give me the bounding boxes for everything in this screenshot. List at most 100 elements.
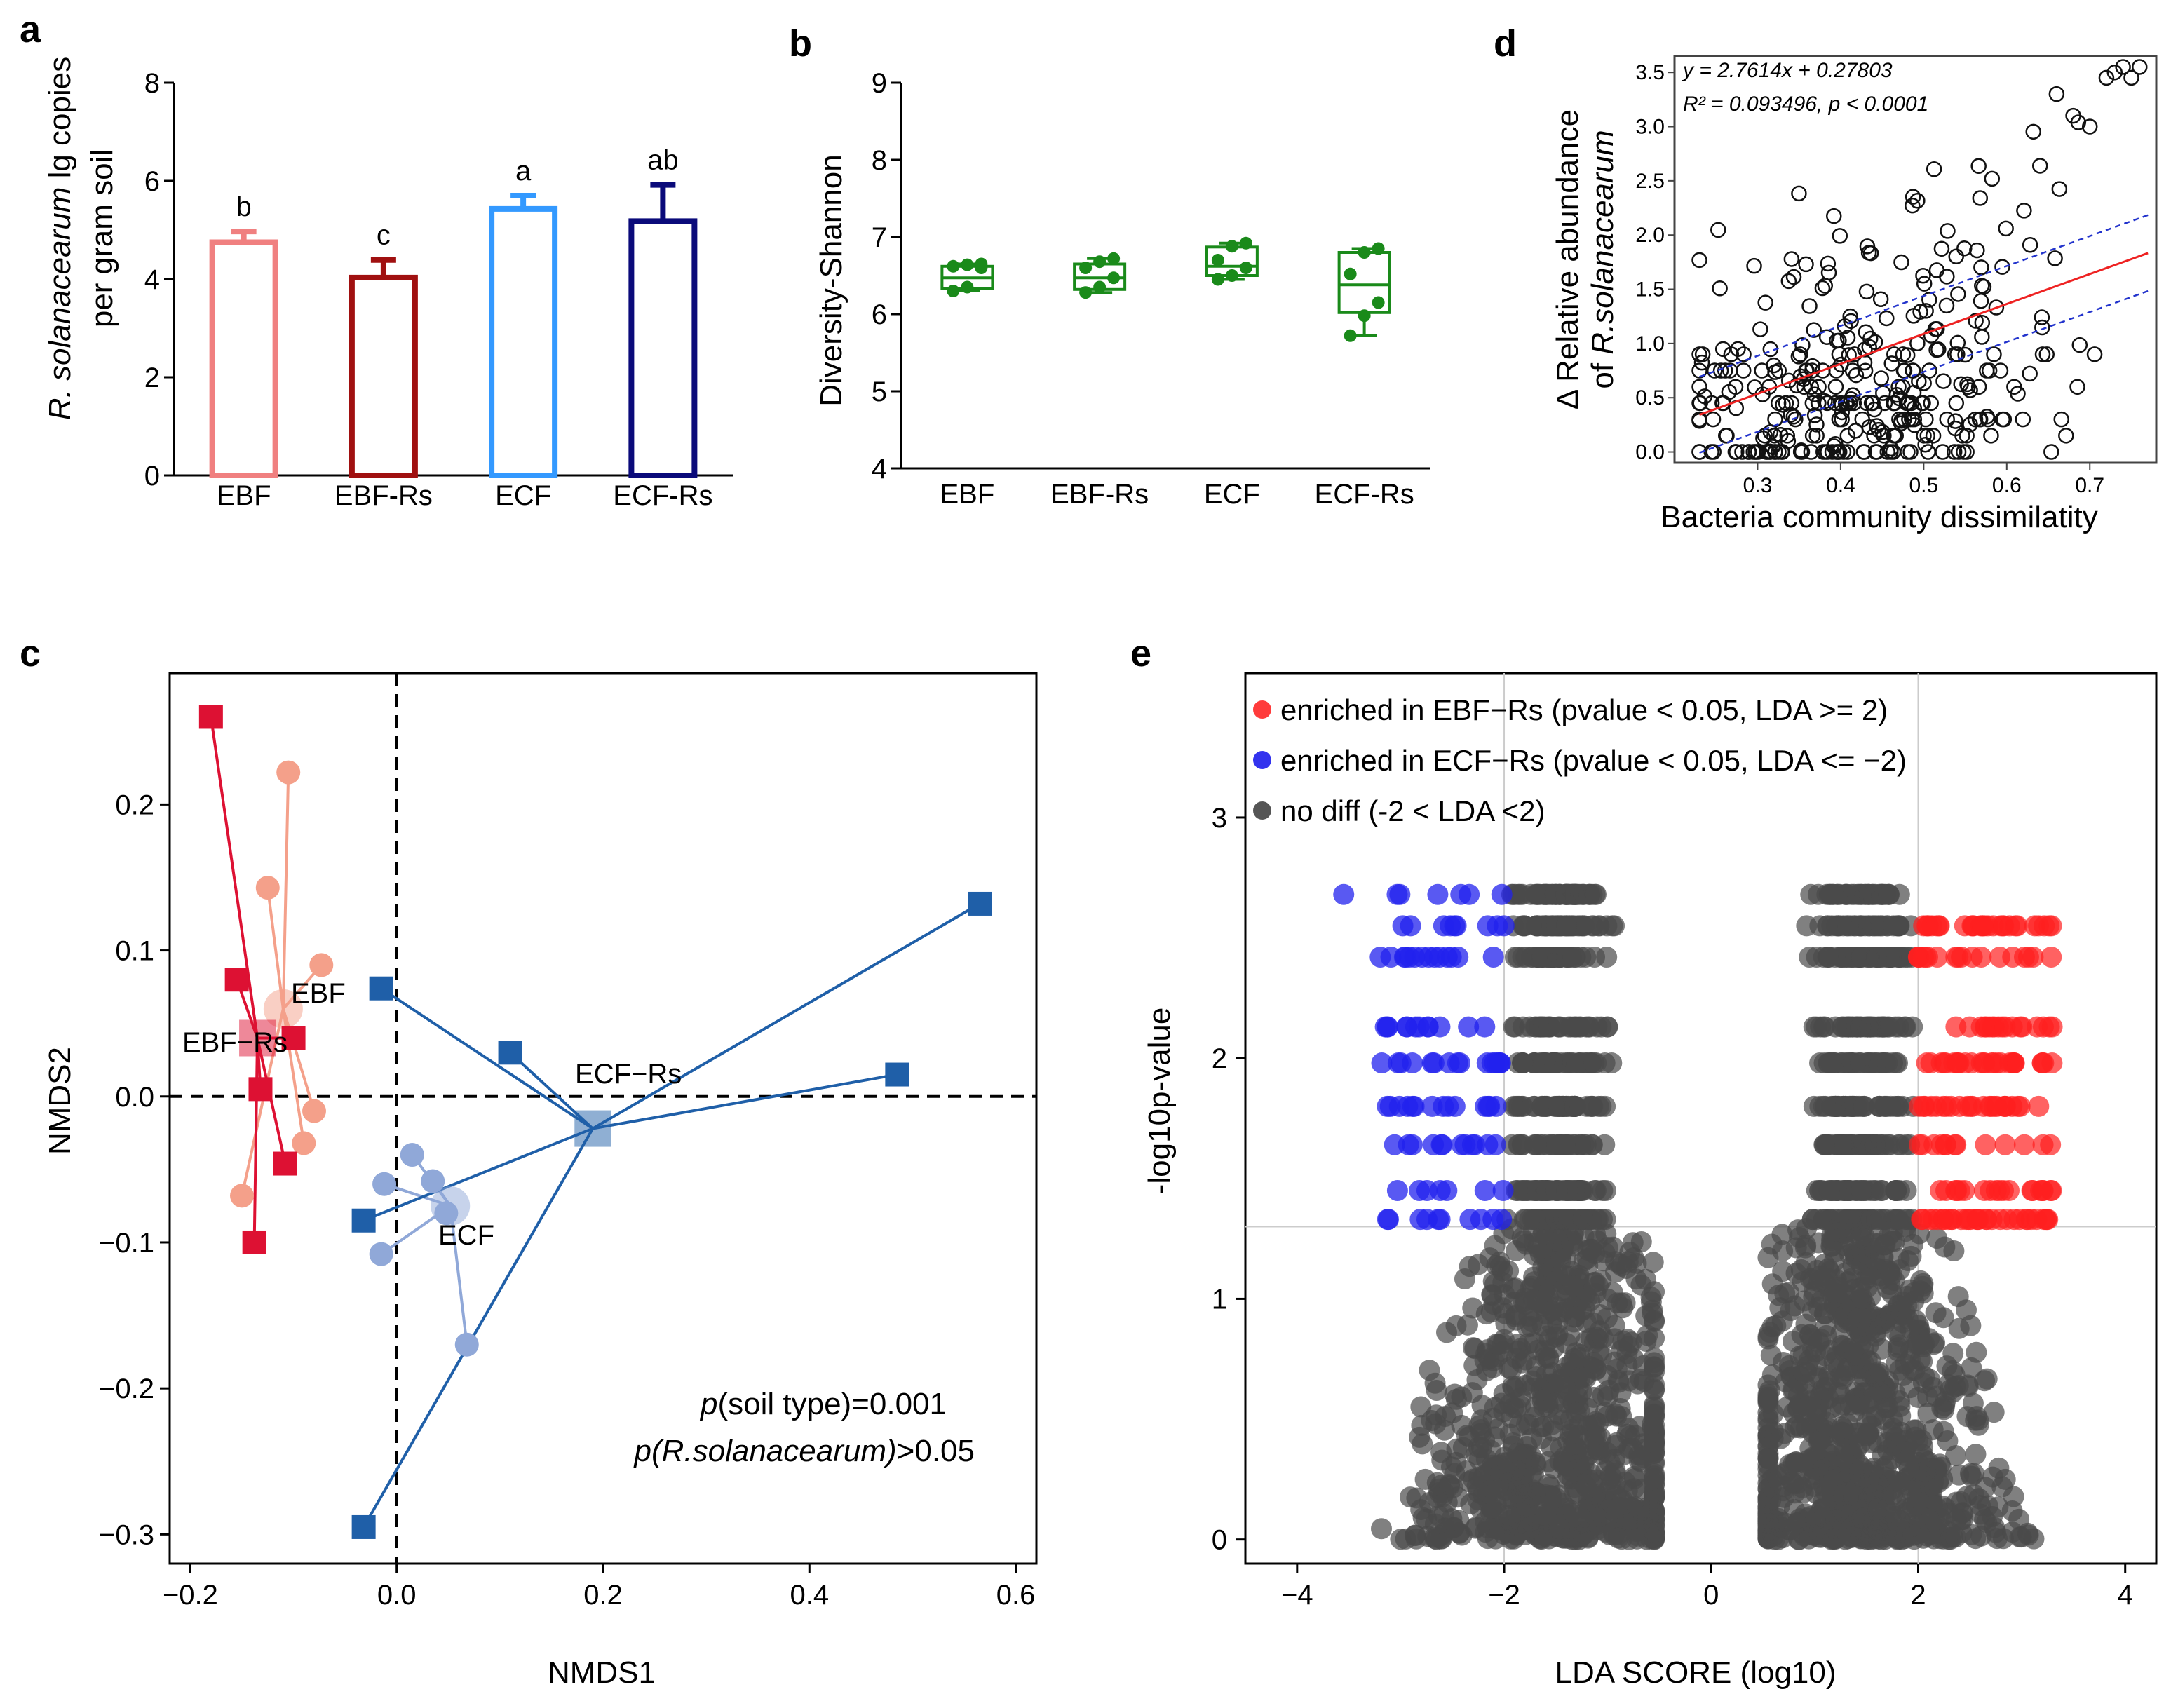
panel-d-point (1928, 341, 1944, 358)
panel-b-y-tick-label: 8 (872, 145, 887, 176)
panel-e-point-nodiff (1595, 1095, 1616, 1117)
panel-e-point-ebf (1970, 1016, 1992, 1038)
panel-b-box-plot: b 4 5 6 7 8 9 EBF EBF-Rs ECF ECF-Rs Diversity-Sha… (789, 22, 1430, 510)
panel-e-point-ecf (1386, 883, 1408, 905)
panel-d-point (1752, 321, 1768, 337)
panel-b-point (1093, 280, 1107, 294)
panel-e-point-nodiff (1581, 915, 1603, 937)
panel-e-point-nodiff (1480, 1479, 1501, 1501)
panel-c-point (309, 953, 334, 977)
panel-c-spider-line (252, 1038, 259, 1242)
panel-d-point (1773, 444, 1790, 460)
panel-e-point-ebf (1940, 1095, 1962, 1117)
panel-c-y-tick-label: 0.0 (115, 1082, 154, 1113)
panel-b-point (1107, 252, 1121, 265)
panel-d-point (1839, 330, 1856, 346)
panel-d-point (1970, 379, 1987, 395)
panel-e-point-nodiff (1992, 1528, 2014, 1550)
panel-a-x-tick-label: ECF-Rs (613, 480, 712, 511)
panel-e-point-ebf (1989, 1179, 2010, 1201)
panel-e-point-nodiff (1914, 1366, 1935, 1388)
panel-d-point (1798, 256, 1814, 273)
panel-d-point (1835, 444, 1852, 460)
panel-d-y-axis-title-line1: Δ Relative abundance (1550, 109, 1585, 409)
panel-d-confidence-lower (1699, 290, 2149, 454)
panel-d-point (1722, 362, 1738, 379)
panel-e-point-nodiff (1462, 1337, 1484, 1359)
panel-d-point (1939, 411, 1955, 428)
panel-e-point-nodiff (1466, 1369, 1488, 1390)
panel-d-point (1794, 337, 1811, 353)
panel-d-x-tick-label: 0.7 (2075, 474, 2104, 497)
panel-e-point-nodiff (1988, 1457, 2010, 1479)
panel-e-point-nodiff (1558, 947, 1580, 968)
panel-d-point (1808, 416, 1825, 433)
panel-d-point (1940, 223, 1956, 239)
panel-d-point (1831, 346, 1848, 362)
panel-c-y-tick-label: −0.1 (99, 1228, 154, 1259)
panel-d-point (1891, 411, 1907, 428)
panel-e-point-nodiff (1451, 1386, 1473, 1408)
panel-d-point (1975, 278, 1992, 295)
panel-e-point-nodiff (1882, 1418, 1904, 1439)
panel-e-x-tick-label: 2 (1910, 1580, 1926, 1611)
panel-d-point (1916, 276, 1933, 292)
panel-d-point (1847, 423, 1864, 439)
panel-e-point-nodiff (1799, 1324, 1820, 1346)
panel-e-point-nodiff (1813, 1134, 1835, 1155)
panel-e-point-nodiff (1548, 1134, 1570, 1155)
panel-d-point (1775, 397, 1791, 413)
panel-e-point-nodiff (1835, 883, 1857, 905)
panel-c-point (351, 1514, 376, 1539)
panel-e-point-nodiff (1421, 1409, 1442, 1431)
panel-e-point-nodiff (1564, 1483, 1585, 1505)
panel-e-point-nodiff (1506, 1524, 1527, 1545)
panel-e-point-nodiff (1848, 1507, 1870, 1529)
panel-e-point-nodiff (1811, 1179, 1833, 1201)
panel-d-point (1949, 334, 1966, 351)
panel-b-point (1211, 254, 1224, 266)
panel-e-point-nodiff (1535, 1095, 1557, 1117)
panel-d-point (1746, 257, 1762, 274)
panel-d-point (1843, 391, 1859, 407)
panel-d-point (1895, 379, 1911, 395)
panel-e-point-nodiff (1499, 1505, 1521, 1527)
panel-d-point (1717, 428, 1734, 444)
panel-d-point (1832, 228, 1848, 244)
panel-d-point (1741, 444, 1757, 460)
panel-a-significance-letter: a (515, 156, 532, 187)
panel-d-point (2058, 428, 2074, 444)
panel-d-point (1863, 395, 1880, 412)
panel-e-point-nodiff (1912, 1282, 1934, 1304)
panel-d-point (1735, 362, 1752, 379)
panel-d-point (1806, 386, 1823, 402)
panel-c-annotation-pathogen: p(R.solanacearum)>0.05 (633, 1434, 975, 1468)
panel-d-point (2086, 346, 2103, 362)
panel-a-y-tick-label: 2 (144, 362, 160, 393)
panel-e-point-nodiff (1604, 915, 1625, 937)
panel-b-point (961, 280, 974, 294)
panel-e-point-nodiff (2001, 1500, 2023, 1522)
panel-e-point-nodiff (1616, 1329, 1638, 1350)
panel-e-point-ecf (1458, 1016, 1480, 1038)
panel-e-point-nodiff (1913, 1512, 1935, 1533)
panel-d-point (1947, 420, 1963, 437)
panel-d-point (1834, 411, 1850, 428)
panel-e-point-nodiff (1590, 1303, 1611, 1325)
panel-e-point-nodiff (1851, 1209, 1873, 1231)
panel-d-scatter-regression: d 0.3 0.4 0.5 0.6 0.7 0.0 0.5 1.0 1.5 2.0 2.5 3.0 3.… (1494, 22, 2158, 534)
panel-d-point (1950, 286, 1966, 302)
panel-e-point-ecf (1444, 1095, 1466, 1117)
panel-e-point-ebf (1926, 1095, 1947, 1117)
panel-d-point (1974, 329, 1990, 345)
panel-e-legend-label: no diff (-2 < LDA <2) (1280, 794, 1545, 827)
panel-d-point (2038, 346, 2055, 362)
panel-e-point-ebf (1944, 1134, 1966, 1155)
panel-e-point-ebf (2028, 1095, 2050, 1117)
panel-e-point-nodiff (1538, 1259, 1560, 1280)
panel-a-bar (628, 218, 698, 478)
panel-e-point-ecf (1377, 1016, 1398, 1038)
panel-e-point-nodiff (1548, 1518, 1570, 1540)
panel-e-point-nodiff (1838, 1052, 1860, 1074)
panel-e-point-nodiff (1851, 1288, 1873, 1310)
